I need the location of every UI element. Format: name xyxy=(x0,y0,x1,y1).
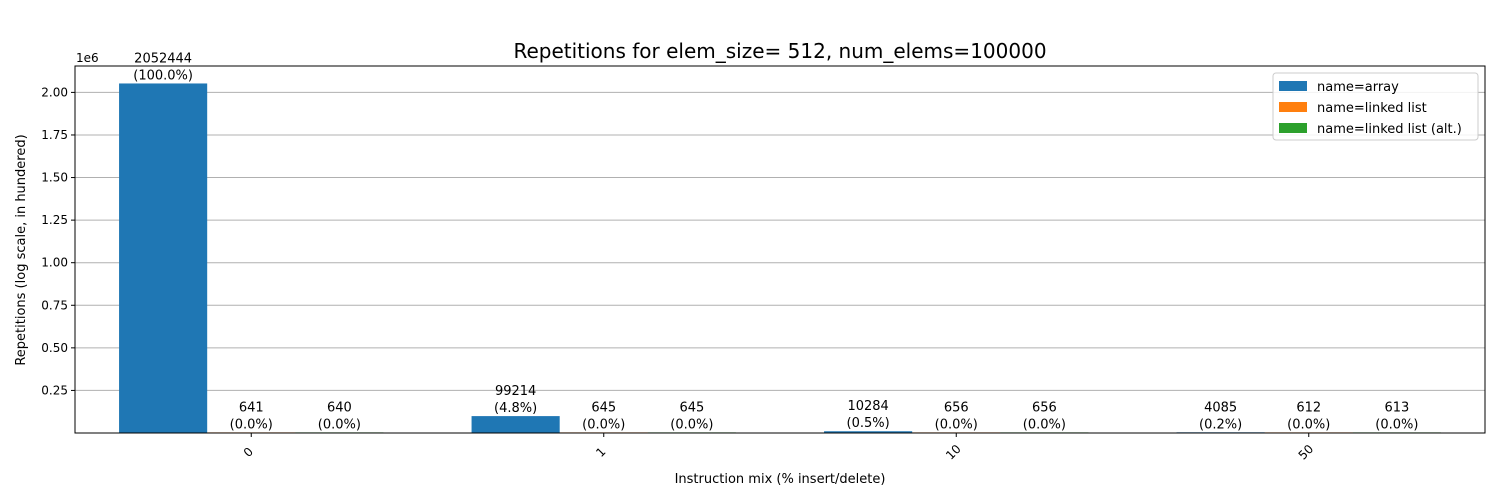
bar-data-label: 99214 (4.8%) xyxy=(494,384,537,416)
legend-swatch xyxy=(1279,123,1307,133)
x-tick-label: 10 xyxy=(943,442,964,463)
legend-entry: name=array xyxy=(1317,80,1399,95)
bars xyxy=(119,83,1441,433)
bar-data-label: 640 (0.0%) xyxy=(318,400,361,432)
bar-data-label: 2052444 (100.0%) xyxy=(133,51,193,83)
x-tick-label: 1 xyxy=(593,445,608,460)
bar-data-label: 10284 (0.5%) xyxy=(847,399,890,431)
y-tick-label: 0.50 xyxy=(41,341,68,355)
legend-swatch xyxy=(1279,102,1307,112)
legend-entry: name=linked list xyxy=(1317,101,1427,116)
bar-data-label: 656 (0.0%) xyxy=(935,400,978,432)
x-tick-label: 50 xyxy=(1296,442,1317,463)
y-offset-text: 1e6 xyxy=(76,51,99,65)
x-tick-label: 0 xyxy=(241,445,256,460)
legend-entry: name=linked list (alt.) xyxy=(1317,122,1462,137)
legend: name=array name=linked list name=linked li… xyxy=(1272,72,1479,141)
y-tick-label: 0.75 xyxy=(41,298,68,312)
y-tick-label: 1.50 xyxy=(41,171,68,185)
y-tick-label: 1.75 xyxy=(41,128,68,142)
bar-data-label: 613 (0.0%) xyxy=(1375,400,1418,432)
legend-swatch xyxy=(1279,81,1307,91)
x-axis: 0 1 10 50 xyxy=(241,433,1317,463)
y-axis: 0.25 0.50 0.75 1.00 1.25 1.50 1.75 2.00 xyxy=(41,85,75,397)
y-tick-label: 0.25 xyxy=(41,383,68,397)
chart-title: Repetitions for elem_size= 512, num_elem… xyxy=(513,39,1046,63)
y-tick-label: 2.00 xyxy=(41,85,68,99)
bar-labels: 2052444 (100.0%) 641 (0.0%) 640 (0.0%) 99214 (4… xyxy=(133,51,1418,432)
bar xyxy=(471,416,560,433)
bar xyxy=(824,431,913,433)
y-tick-label: 1.00 xyxy=(41,256,68,270)
bar-data-label: 656 (0.0%) xyxy=(1023,400,1066,432)
gridlines xyxy=(75,91,1485,391)
bar-data-label: 645 (0.0%) xyxy=(670,400,713,432)
bar-data-label: 4085 (0.2%) xyxy=(1199,400,1242,432)
x-axis-label: Instruction mix (% insert/delete) xyxy=(675,472,886,487)
bar xyxy=(119,83,208,433)
plot-frame xyxy=(74,65,1486,434)
legend-box xyxy=(1272,72,1479,141)
y-tick-label: 1.25 xyxy=(41,213,68,227)
bar-data-label: 645 (0.0%) xyxy=(582,400,625,432)
y-axis-label: Repetitions (log scale, in hundered) xyxy=(14,134,29,365)
bar-data-label: 641 (0.0%) xyxy=(230,400,273,432)
bar-data-label: 612 (0.0%) xyxy=(1287,400,1330,432)
